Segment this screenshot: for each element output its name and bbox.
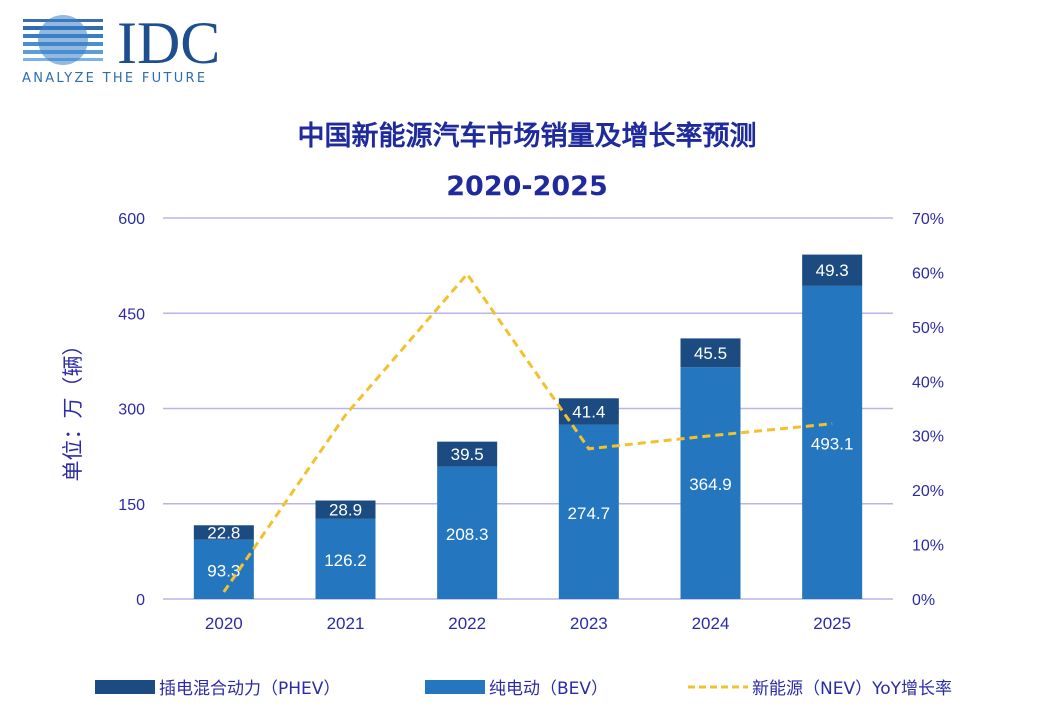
bar-bev xyxy=(193,539,254,599)
subtitle-line: 2020-2025 xyxy=(446,171,608,202)
legend-bev-swatch xyxy=(425,679,485,694)
bar-phev xyxy=(680,338,741,368)
x-tick-label: 2021 xyxy=(327,614,365,633)
bar-bev-label: 493.1 xyxy=(811,434,854,453)
bar-phev-label: 39.5 xyxy=(451,445,484,464)
nev-yoy-line xyxy=(222,271,833,593)
x-tick-label: 2025 xyxy=(813,614,851,633)
bar-bev-label: 126.2 xyxy=(324,551,367,570)
bar-bev-label: 274.7 xyxy=(568,504,611,523)
bar-phev-label: 45.5 xyxy=(694,344,727,363)
y2-tick-label: 40% xyxy=(912,374,944,391)
logo-tagline: ANALYZE THE FUTURE xyxy=(22,71,207,86)
bar-bev xyxy=(680,367,741,599)
y2-tick-label: 0% xyxy=(912,592,935,609)
bar-bev-label: 364.9 xyxy=(689,475,732,494)
legend-phev-swatch xyxy=(95,679,155,694)
y-tick-label: 150 xyxy=(118,497,145,514)
bar-bev xyxy=(802,285,863,599)
logo-text: IDC xyxy=(117,10,220,76)
y2-tick-label: 30% xyxy=(912,429,944,446)
legend-bev: 纯电动（BEV） xyxy=(425,674,608,699)
y2-tick-label: 10% xyxy=(912,538,944,555)
bar-bev-label: 208.3 xyxy=(446,525,489,544)
idc-logo: IDC ANALYZE THE FUTURE xyxy=(22,10,220,86)
bar-bev xyxy=(558,424,619,599)
bar-phev xyxy=(437,441,498,467)
bar-phev-label: 28.9 xyxy=(329,501,362,520)
chart-title: 中国新能源汽车市场销量及增长率预测 2020-2025 xyxy=(0,112,1054,212)
y2-tick-label: 50% xyxy=(912,320,944,337)
bar-bev xyxy=(315,518,376,599)
legend-nev-swatch xyxy=(688,685,748,688)
x-tick-label: 2022 xyxy=(448,614,486,633)
legend-nev: 新能源（NEV）YoY增长率 xyxy=(688,674,952,699)
bar-phev-label: 41.4 xyxy=(572,402,605,421)
bar-phev xyxy=(193,525,254,540)
y2-tick-label: 60% xyxy=(912,265,944,282)
legend-bev-label: 纯电动（BEV） xyxy=(489,679,609,699)
legend-phev: 插电混合动力（PHEV） xyxy=(95,674,340,699)
bar-bev xyxy=(437,466,498,599)
x-tick-label: 2024 xyxy=(692,614,730,633)
y2-tick-label: 70% xyxy=(912,211,944,228)
x-tick-label: 2020 xyxy=(205,614,243,633)
y2-tick-label: 20% xyxy=(912,483,944,500)
y-tick-label: 300 xyxy=(118,402,145,419)
y-axis-label: 单位：万（辆） xyxy=(61,335,85,482)
bar-phev xyxy=(802,254,863,286)
x-tick-label: 2023 xyxy=(570,614,608,633)
bar-phev-label: 49.3 xyxy=(816,261,849,280)
legend-phev-label: 插电混合动力（PHEV） xyxy=(159,679,341,699)
legend-nev-label: 新能源（NEV）YoY增长率 xyxy=(752,679,952,699)
y-tick-label: 0 xyxy=(136,592,145,609)
bar-phev-label: 22.8 xyxy=(207,524,240,543)
y-tick-label: 600 xyxy=(118,211,145,228)
title-line: 中国新能源汽车市场销量及增长率预测 xyxy=(297,121,757,152)
bar-bev-label: 93.3 xyxy=(207,561,240,580)
bar-phev xyxy=(315,500,376,519)
y-tick-label: 450 xyxy=(118,306,145,323)
